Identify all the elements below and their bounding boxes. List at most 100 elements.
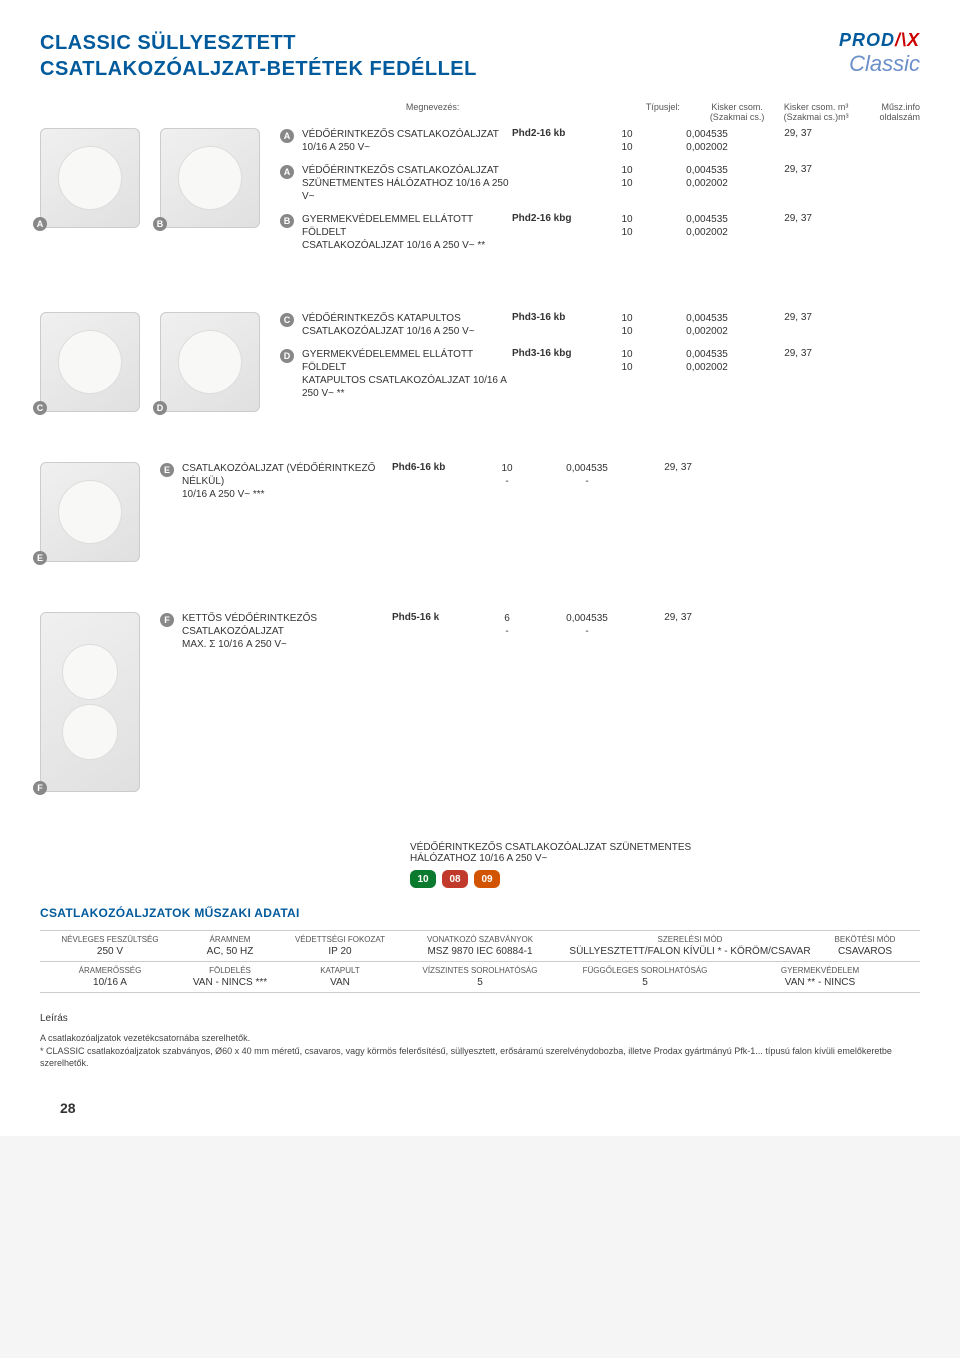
row-label-badge: A <box>280 165 294 179</box>
row-label-badge: F <box>160 613 174 627</box>
info-page: 29, 37 <box>752 348 812 359</box>
product-row: B GYERMEKVÉDELEMMEL ELLÁTOTT FÖLDELTCSATL… <box>280 213 920 252</box>
tech-value: AC, 50 HZ <box>186 946 274 957</box>
tech-cell: FÜGGŐLEGES SOROLHATÓSÁG5 <box>560 966 730 988</box>
brand-logo: PROD/\X Classic <box>839 30 920 77</box>
row-label-badge: C <box>280 313 294 327</box>
pack-qty: 1010 <box>592 348 662 374</box>
product-row: AVÉDŐÉRINTKEZŐS CSATLAKOZÓALJZAT10/16 A … <box>280 128 920 154</box>
row-label-badge: B <box>280 214 294 228</box>
product-row: C VÉDŐÉRINTKEZŐS KATAPULTOSCSATLAKOZÓALJZ… <box>280 312 920 338</box>
tech-cell: ÁRAMERŐSSÉG10/16 A <box>40 966 180 988</box>
product-row: DGYERMEKVÉDELEMMEL ELLÁTOTT FÖLDELTKATAP… <box>280 348 920 400</box>
product-name: VÉDŐÉRINTKEZŐS KATAPULTOSCSATLAKOZÓALJZA… <box>302 312 512 338</box>
tech-header: NÉVLEGES FESZÜLTSÉG <box>46 935 174 944</box>
tech-cell: KATAPULTVAN <box>280 966 400 988</box>
tech-cell: FÖLDELÉSVAN - NINCS *** <box>180 966 280 988</box>
product-section: FF KETTŐS VÉDŐÉRINTKEZŐS CSATLAKOZÓALJZAT… <box>40 612 920 792</box>
socket-image: D <box>160 312 260 412</box>
product-images: F <box>40 612 160 792</box>
socket-image: C <box>40 312 140 412</box>
tech-value: 250 V <box>46 946 174 957</box>
pack-qty: 1010 <box>592 128 662 154</box>
pack-volume: 0,0045350,002002 <box>662 213 752 239</box>
tech-cell: ÁRAMNEMAC, 50 HZ <box>180 935 280 957</box>
color-pill: 10 <box>410 870 436 888</box>
socket-face <box>178 146 242 210</box>
tech-header: GYERMEKVÉDELEM <box>736 966 904 975</box>
tech-cell: VÍZSZINTES SOROLHATÓSÁG5 <box>400 966 560 988</box>
product-type: Phd3-16 kb <box>512 312 592 323</box>
tech-header: BEKÖTÉSI MÓD <box>826 935 904 944</box>
image-label-badge: E <box>33 551 47 565</box>
ups-note: VÉDŐÉRINTKEZŐS CSATLAKOZÓALJZAT SZÜNETME… <box>410 842 920 864</box>
pack-volume: 0,004535- <box>542 462 632 488</box>
col-type: Típusjel: <box>623 102 702 122</box>
product-images: CD <box>40 312 280 412</box>
title-line-2: CSATLAKOZÓALJZAT-BETÉTEK FEDÉLLEL <box>40 58 477 80</box>
pack-qty: 1010 <box>592 164 662 190</box>
logo-sub: Classic <box>839 51 920 77</box>
tech-value: SÜLLYESZTETT/FALON KÍVÜLI * - KÖRÖM/CSAV… <box>566 946 814 957</box>
socket-face <box>58 330 122 394</box>
pack-volume: 0,0045350,002002 <box>662 128 752 154</box>
tech-cell: GYERMEKVÉDELEM VAN ** - NINCS <box>730 966 910 988</box>
product-images: E <box>40 462 160 562</box>
tech-cell: VONATKOZÓ SZABVÁNYOK MSZ 9870 IEC 60884-1 <box>400 935 560 957</box>
product-type: Phd6-16 kb <box>392 462 472 473</box>
tech-title: CSATLAKOZÓALJZATOK MŰSZAKI ADATAI <box>40 906 920 920</box>
tech-header: ÁRAMERŐSSÉG <box>46 966 174 975</box>
product-rows: AVÉDŐÉRINTKEZŐS CSATLAKOZÓALJZAT10/16 A … <box>280 128 920 262</box>
desc-line-2: * CLASSIC csatlakozóaljzatok szabványos,… <box>40 1045 920 1070</box>
product-type: Phd2-16 kb <box>512 128 592 139</box>
desc-line-1: A csatlakozóaljzatok vezetékcsatornába s… <box>40 1032 920 1045</box>
tech-cell: BEKÖTÉSI MÓD CSAVAROS <box>820 935 910 957</box>
product-name: CSATLAKOZÓALJZAT (VÉDŐÉRINTKEZŐ NÉLKÜL)1… <box>182 462 392 501</box>
socket-face <box>178 330 242 394</box>
info-page: 29, 37 <box>632 462 692 473</box>
tech-value: 5 <box>406 977 554 988</box>
tech-header: VONATKOZÓ SZABVÁNYOK <box>406 935 554 944</box>
product-name: GYERMEKVÉDELEMMEL ELLÁTOTT FÖLDELTCSATLA… <box>302 213 512 252</box>
image-label-badge: C <box>33 401 47 415</box>
product-section: ABAVÉDŐÉRINTKEZŐS CSATLAKOZÓALJZAT10/16 … <box>40 128 920 262</box>
tech-value: VAN <box>286 977 394 988</box>
col-name: Megnevezés: <box>406 102 624 122</box>
pack-qty: 1010 <box>592 213 662 239</box>
tech-value: MSZ 9870 IEC 60884-1 <box>406 946 554 957</box>
header: CLASSIC SÜLLYESZTETT CSATLAKOZÓALJZAT-BE… <box>40 30 920 82</box>
product-name: KETTŐS VÉDŐÉRINTKEZŐS CSATLAKOZÓALJZATMA… <box>182 612 392 651</box>
product-type: Phd5-16 k <box>392 612 472 623</box>
pack-qty: 10- <box>472 462 542 488</box>
socket-face <box>58 146 122 210</box>
col-page: Műsz.info oldalszám <box>861 102 920 122</box>
page: CLASSIC SÜLLYESZTETT CSATLAKOZÓALJZAT-BE… <box>0 0 960 1136</box>
product-name: GYERMEKVÉDELEMMEL ELLÁTOTT FÖLDELTKATAPU… <box>302 348 512 400</box>
tech-value: VAN ** - NINCS <box>736 977 904 988</box>
tech-value: VAN - NINCS *** <box>186 977 274 988</box>
product-section: EECSATLAKOZÓALJZAT (VÉDŐÉRINTKEZŐ NÉLKÜL… <box>40 462 920 562</box>
title-line-1: CLASSIC SÜLLYESZTETT <box>40 32 296 54</box>
product-name: VÉDŐÉRINTKEZŐS CSATLAKOZÓALJZATSZÜNETMEN… <box>302 164 512 203</box>
pack-volume: 0,0045350,002002 <box>662 164 752 190</box>
pack-volume: 0,004535- <box>542 612 632 638</box>
tech-table: NÉVLEGES FESZÜLTSÉG 250 V ÁRAMNEMAC, 50 HZ… <box>40 930 920 993</box>
color-pill: 08 <box>442 870 468 888</box>
product-type: Phd3-16 kbg <box>512 348 592 359</box>
product-images: AB <box>40 128 280 228</box>
pack-volume: 0,0045350,002002 <box>662 312 752 338</box>
logo-brand-x: /\X <box>895 30 920 50</box>
tech-header: VÉDETTSÉGI FOKOZAT <box>286 935 394 944</box>
socket-face <box>62 644 118 700</box>
image-label-badge: A <box>33 217 47 231</box>
tech-cell: NÉVLEGES FESZÜLTSÉG 250 V <box>40 935 180 957</box>
ups-line-1: VÉDŐÉRINTKEZŐS CSATLAKOZÓALJZAT SZÜNETME… <box>410 842 691 853</box>
image-label-badge: B <box>153 217 167 231</box>
product-row: ECSATLAKOZÓALJZAT (VÉDŐÉRINTKEZŐ NÉLKÜL)… <box>160 462 920 501</box>
tech-value: 5 <box>566 977 724 988</box>
product-row: F KETTŐS VÉDŐÉRINTKEZŐS CSATLAKOZÓALJZATM… <box>160 612 920 651</box>
tech-value: CSAVAROS <box>826 946 904 957</box>
page-title: CLASSIC SÜLLYESZTETT CSATLAKOZÓALJZAT-BE… <box>40 30 477 82</box>
socket-image: B <box>160 128 260 228</box>
color-pill: 09 <box>474 870 500 888</box>
